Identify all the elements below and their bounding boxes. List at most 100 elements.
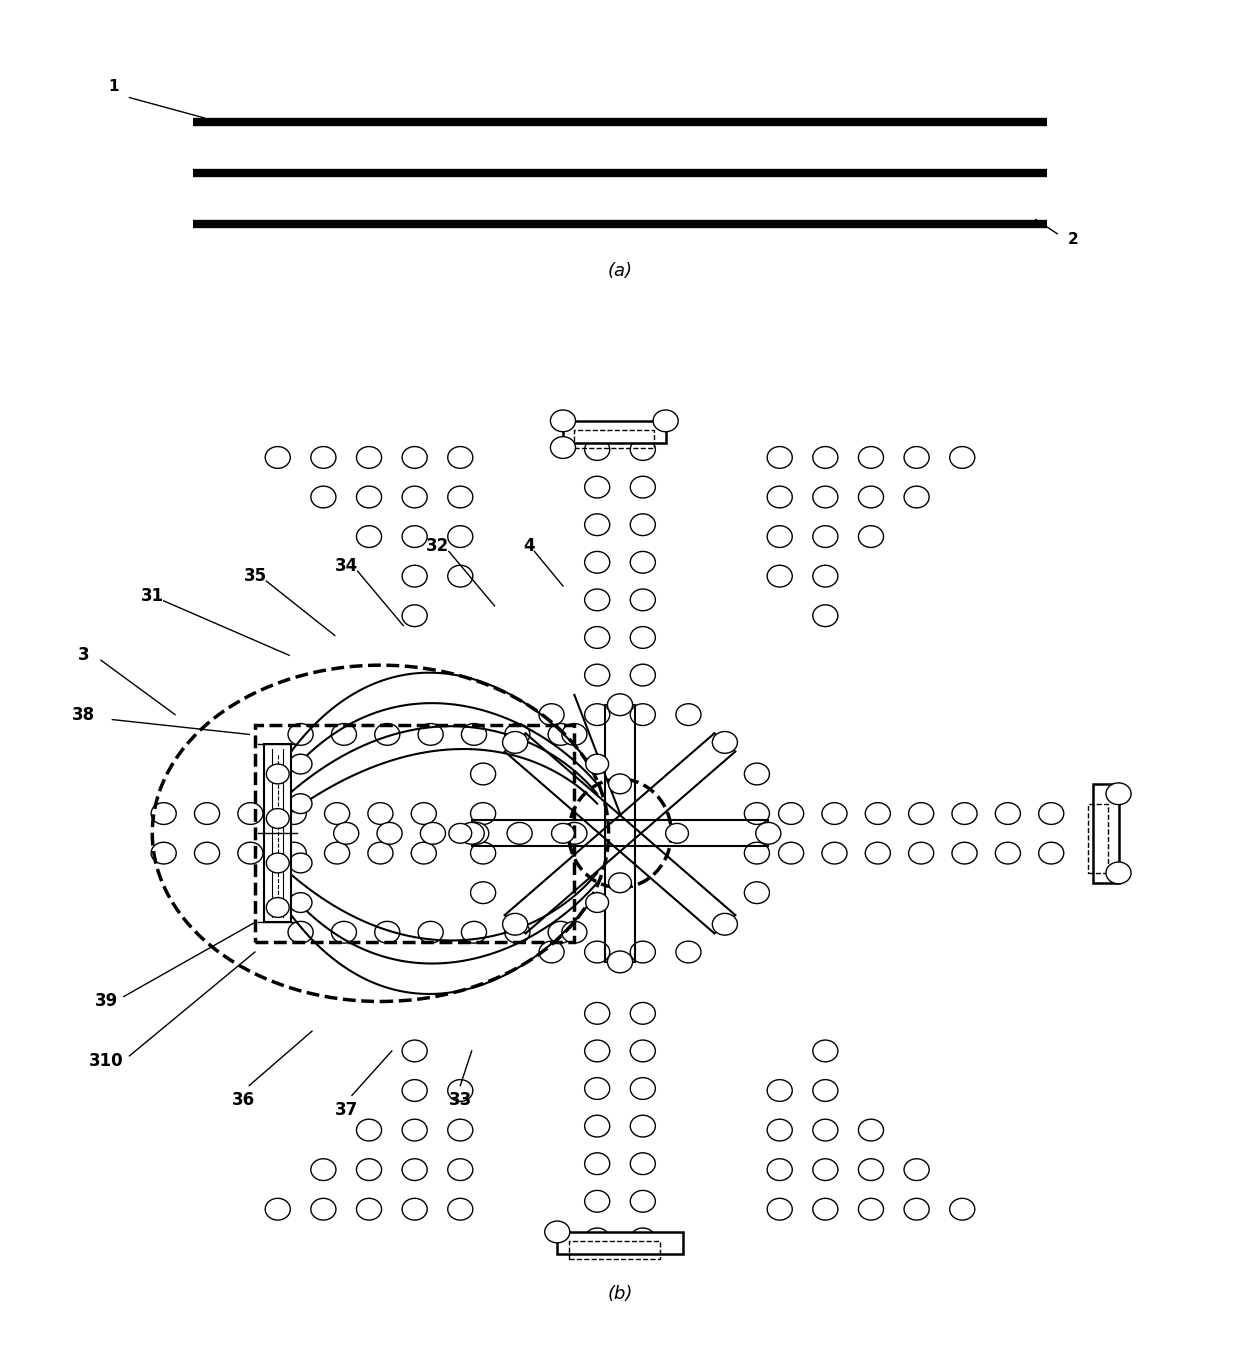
Circle shape <box>630 589 656 611</box>
Circle shape <box>812 1119 838 1141</box>
Circle shape <box>238 802 263 824</box>
Circle shape <box>449 824 471 843</box>
Circle shape <box>744 763 770 785</box>
Text: 1: 1 <box>108 80 119 95</box>
Circle shape <box>356 1198 382 1220</box>
Text: 39: 39 <box>95 992 118 1011</box>
Circle shape <box>502 913 528 935</box>
Circle shape <box>812 1198 838 1220</box>
Circle shape <box>377 822 402 844</box>
Circle shape <box>952 802 977 824</box>
Text: 3: 3 <box>78 646 89 664</box>
Circle shape <box>502 732 528 753</box>
Circle shape <box>289 794 312 813</box>
Circle shape <box>368 802 393 824</box>
Bar <box>1094 783 1118 883</box>
Circle shape <box>609 774 631 794</box>
Circle shape <box>812 486 838 508</box>
Circle shape <box>448 1119 472 1141</box>
Bar <box>255 725 574 942</box>
Circle shape <box>448 526 472 547</box>
Text: 32: 32 <box>425 538 449 556</box>
Circle shape <box>858 1159 884 1180</box>
Circle shape <box>402 447 428 469</box>
Circle shape <box>608 694 632 715</box>
Text: (a): (a) <box>608 263 632 280</box>
Circle shape <box>712 913 738 935</box>
Bar <box>574 430 655 447</box>
Circle shape <box>331 724 356 745</box>
Circle shape <box>630 626 656 648</box>
Circle shape <box>584 1228 610 1249</box>
Circle shape <box>418 921 443 943</box>
Circle shape <box>448 1159 472 1180</box>
Circle shape <box>448 1198 472 1220</box>
Circle shape <box>609 873 631 893</box>
Circle shape <box>461 724 486 745</box>
Circle shape <box>539 703 564 725</box>
Circle shape <box>822 843 847 864</box>
Circle shape <box>630 1153 656 1175</box>
Circle shape <box>584 1041 610 1062</box>
Circle shape <box>812 565 838 587</box>
Circle shape <box>866 843 890 864</box>
Circle shape <box>584 1153 610 1175</box>
Circle shape <box>402 1198 428 1220</box>
Circle shape <box>584 1077 610 1099</box>
Circle shape <box>289 755 312 774</box>
Circle shape <box>744 882 770 904</box>
Circle shape <box>265 1198 290 1220</box>
Circle shape <box>418 724 443 745</box>
Circle shape <box>584 1191 610 1213</box>
Circle shape <box>374 921 399 943</box>
Circle shape <box>311 447 336 469</box>
Circle shape <box>676 703 701 725</box>
Circle shape <box>402 1041 428 1062</box>
Circle shape <box>325 802 350 824</box>
Circle shape <box>265 447 290 469</box>
Circle shape <box>630 1041 656 1062</box>
Circle shape <box>584 1115 610 1137</box>
Circle shape <box>311 1159 336 1180</box>
Circle shape <box>909 843 934 864</box>
Circle shape <box>464 822 489 844</box>
Circle shape <box>311 1198 336 1220</box>
Bar <box>1087 804 1109 873</box>
Circle shape <box>630 1191 656 1213</box>
Circle shape <box>666 824 688 843</box>
Circle shape <box>470 882 496 904</box>
Circle shape <box>448 1080 472 1102</box>
Circle shape <box>402 1159 428 1180</box>
Circle shape <box>858 1119 884 1141</box>
Circle shape <box>548 724 573 745</box>
Circle shape <box>584 703 610 725</box>
Circle shape <box>676 942 701 963</box>
Circle shape <box>289 854 312 873</box>
Circle shape <box>539 942 564 963</box>
Circle shape <box>904 486 929 508</box>
Circle shape <box>584 1003 610 1024</box>
Circle shape <box>630 1003 656 1024</box>
Circle shape <box>470 763 496 785</box>
Circle shape <box>267 897 289 917</box>
Circle shape <box>950 447 975 469</box>
Circle shape <box>461 921 486 943</box>
Circle shape <box>768 526 792 547</box>
Circle shape <box>584 942 610 963</box>
Circle shape <box>267 764 289 783</box>
Circle shape <box>744 802 770 824</box>
Circle shape <box>653 411 678 432</box>
Circle shape <box>858 447 884 469</box>
Circle shape <box>630 1228 656 1249</box>
Circle shape <box>420 822 445 844</box>
Circle shape <box>356 447 382 469</box>
Bar <box>264 744 291 923</box>
Circle shape <box>288 724 314 745</box>
Circle shape <box>904 1198 929 1220</box>
Circle shape <box>952 843 977 864</box>
Circle shape <box>356 486 382 508</box>
Bar <box>563 421 666 443</box>
Circle shape <box>909 802 934 824</box>
Circle shape <box>812 1080 838 1102</box>
Circle shape <box>768 565 792 587</box>
